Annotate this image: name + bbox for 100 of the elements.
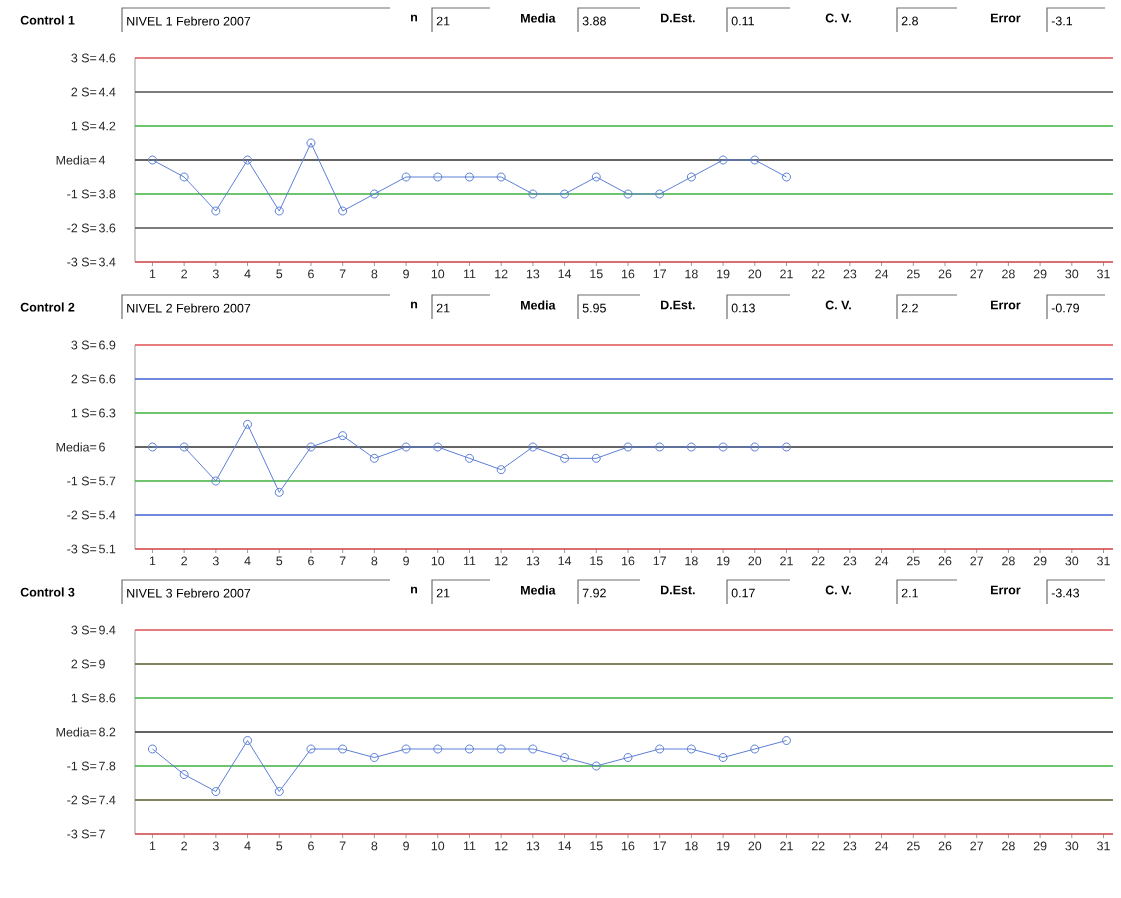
x-tick-label: 20: [748, 841, 762, 851]
text: 2.8: [901, 16, 918, 26]
x-tick-label: 18: [685, 841, 698, 851]
x-tick-label: 11: [463, 269, 476, 279]
point: [750, 744, 760, 754]
point: [179, 442, 189, 452]
text: D.Est.: [661, 13, 695, 23]
x-tick-label: 8: [371, 556, 378, 566]
point: [338, 206, 348, 216]
x-tick-label: 16: [622, 269, 635, 279]
x-tick-label: 30: [1065, 556, 1079, 566]
text: 5.95: [582, 303, 606, 313]
x-tick-label: 13: [526, 841, 540, 851]
text: Media=: [56, 442, 97, 452]
x-tick-label: 5: [276, 841, 283, 851]
x-tick-label: 19: [717, 841, 730, 851]
text: C. V.: [825, 300, 851, 310]
chart-subtitle: NIVEL 2 Febrero 2007: [127, 303, 251, 313]
point: [433, 172, 443, 182]
x-tick-label: 2: [181, 556, 187, 566]
x-tick-label: 10: [431, 269, 445, 279]
x-tick-label: 23: [843, 841, 857, 851]
x-tick-label: 4: [244, 556, 251, 566]
point: [243, 155, 253, 165]
text: -1 S=: [67, 476, 97, 486]
x-tick-label: 21: [780, 556, 793, 566]
x-tick-label: 11: [463, 556, 476, 566]
x-tick-label: 24: [875, 841, 889, 851]
point: [655, 744, 665, 754]
y-tick-label: 4: [98, 155, 106, 165]
point: [338, 431, 348, 441]
x-tick-label: 10: [431, 841, 445, 851]
text: 2.2: [901, 303, 918, 313]
x-tick-label: 30: [1065, 841, 1079, 851]
x-tick-label: 1: [149, 556, 156, 566]
y-tick-label: 8.6: [99, 693, 116, 703]
x-tick-label: 28: [1002, 269, 1015, 279]
x-tick-label: 24: [875, 269, 889, 279]
x-tick-label: 14: [558, 556, 572, 566]
text: 0.13: [731, 303, 755, 313]
text: 0.17: [731, 588, 755, 598]
x-tick-label: 26: [938, 269, 952, 279]
point: [338, 744, 348, 754]
y-tick-label: 6: [99, 442, 105, 452]
x-tick-label: 31: [1097, 841, 1110, 851]
x-tick-label: 7: [339, 556, 346, 566]
chart-title: Control 3: [20, 587, 75, 597]
x-tick-label: 22: [811, 841, 825, 851]
point: [528, 189, 538, 199]
x-tick-label: 4: [244, 269, 251, 279]
x-tick-label: 27: [970, 556, 983, 566]
x-tick-label: 9: [403, 841, 409, 851]
point: [274, 487, 284, 497]
text: 1 S=: [71, 693, 97, 703]
text: n: [411, 14, 418, 22]
x-tick-label: 14: [558, 269, 572, 279]
x-tick-label: 5: [276, 269, 283, 279]
text: 3.88: [582, 16, 606, 26]
point: [623, 753, 633, 763]
text: 1 S=: [71, 408, 97, 418]
point: [655, 189, 665, 199]
x-tick-label: 15: [590, 269, 603, 279]
chart-title: Control 2: [20, 302, 75, 312]
point: [781, 442, 791, 452]
x-tick-label: 22: [811, 556, 825, 566]
point: [433, 442, 443, 452]
x-tick-label: 26: [938, 556, 952, 566]
point: [781, 736, 791, 746]
x-tick-label: 2: [181, 841, 187, 851]
point: [211, 206, 221, 216]
x-tick-label: 4: [244, 841, 251, 851]
y-tick-label: 9.4: [99, 625, 116, 635]
text: -2 S=: [67, 223, 97, 233]
point: [496, 744, 506, 754]
text: Media: [521, 585, 556, 595]
x-tick-label: 3: [212, 269, 219, 279]
text: 3 S=: [71, 625, 97, 635]
point: [560, 753, 570, 763]
text: Media=: [56, 727, 97, 737]
x-tick-label: 13: [526, 556, 540, 566]
x-tick-label: 23: [843, 556, 857, 566]
text: Media=: [56, 155, 97, 165]
x-tick-label: 1: [149, 841, 156, 851]
text: C. V.: [825, 585, 851, 595]
x-tick-label: 20: [748, 556, 762, 566]
point: [464, 453, 474, 463]
point: [560, 189, 570, 199]
point: [401, 172, 411, 182]
point: [147, 155, 157, 165]
point: [686, 172, 696, 182]
x-tick-label: 6: [308, 269, 314, 279]
text: 7.92: [582, 588, 606, 598]
text: n: [411, 301, 418, 309]
point: [464, 172, 474, 182]
point: [750, 442, 760, 452]
text: Error: [991, 13, 1021, 23]
point: [464, 744, 474, 754]
x-tick-label: 22: [811, 269, 825, 279]
x-tick-label: 16: [622, 556, 635, 566]
x-tick-label: 18: [685, 269, 698, 279]
